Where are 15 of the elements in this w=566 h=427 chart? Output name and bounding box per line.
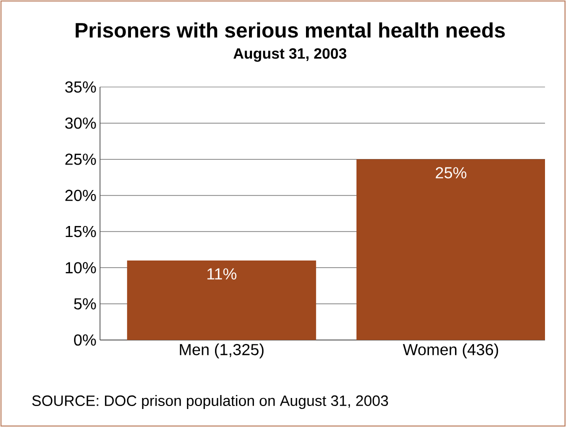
x-tick-label: Men (1,325) [180,344,264,358]
chart-title: Prisoners with serious mental health needs [76,22,505,38]
y-tick-label: 25% [65,154,96,165]
data-label: 11% [207,268,236,280]
chart-subtitle: August 31, 2003 [233,48,346,62]
y-tick-label: 10% [66,262,96,274]
x-tick-label: Women (436) [402,344,498,358]
y-tick-label: 35% [65,81,96,93]
y-tick-label: 30% [65,118,96,129]
source-note: SOURCE: DOC prison population on August 31, 2003 [32,395,388,409]
y-tick-label: 20% [65,190,96,202]
data-label: 25% [436,167,466,178]
y-tick-label: 15% [66,226,96,238]
y-tick-label: 0% [74,334,96,346]
y-tick-label: 5% [74,298,96,310]
